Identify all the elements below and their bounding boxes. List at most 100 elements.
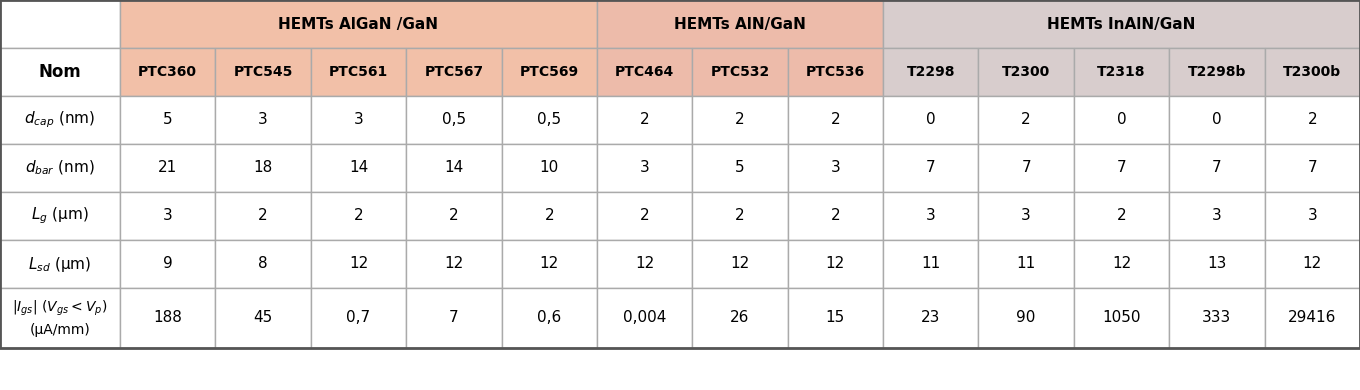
Bar: [883, 0, 1360, 48]
Text: 9: 9: [163, 257, 173, 271]
Bar: [883, 192, 978, 240]
Text: 90: 90: [1016, 310, 1036, 326]
Text: 45: 45: [253, 310, 273, 326]
Bar: [978, 144, 1074, 192]
Bar: [215, 192, 311, 240]
Bar: [0, 48, 120, 96]
Text: $L_{sd}$ (μm): $L_{sd}$ (μm): [29, 255, 91, 273]
Text: 12: 12: [348, 257, 369, 271]
Text: 12: 12: [730, 257, 749, 271]
Text: 0,6: 0,6: [537, 310, 562, 326]
Bar: [692, 144, 787, 192]
Bar: [407, 240, 502, 288]
Bar: [215, 240, 311, 288]
Bar: [502, 288, 597, 348]
Bar: [407, 96, 502, 144]
Text: 2: 2: [831, 209, 840, 223]
Bar: [883, 288, 978, 348]
Text: 12: 12: [540, 257, 559, 271]
Text: 18: 18: [253, 161, 273, 176]
Bar: [1170, 192, 1265, 240]
Bar: [407, 144, 502, 192]
Text: 3: 3: [1307, 209, 1318, 223]
Text: 12: 12: [445, 257, 464, 271]
Bar: [597, 144, 692, 192]
Bar: [407, 288, 502, 348]
Bar: [692, 48, 787, 96]
Text: $L_g$ (μm): $L_g$ (μm): [31, 206, 88, 226]
Text: 333: 333: [1202, 310, 1232, 326]
Bar: [1265, 192, 1360, 240]
Bar: [311, 288, 407, 348]
Bar: [0, 96, 120, 144]
Text: 0: 0: [1212, 112, 1221, 128]
Text: 0,5: 0,5: [537, 112, 562, 128]
Bar: [1170, 144, 1265, 192]
Text: 2: 2: [639, 209, 650, 223]
Text: 2: 2: [258, 209, 268, 223]
Bar: [0, 192, 120, 240]
Bar: [597, 240, 692, 288]
Bar: [311, 96, 407, 144]
Text: 1050: 1050: [1103, 310, 1141, 326]
Bar: [978, 192, 1074, 240]
Bar: [0, 0, 120, 48]
Text: 5: 5: [736, 161, 745, 176]
Text: 2: 2: [354, 209, 363, 223]
Text: 3: 3: [831, 161, 840, 176]
Bar: [1265, 96, 1360, 144]
Text: 7: 7: [1021, 161, 1031, 176]
Bar: [978, 48, 1074, 96]
Text: PTC536: PTC536: [806, 65, 865, 79]
Bar: [787, 96, 883, 144]
Text: 23: 23: [921, 310, 941, 326]
Bar: [1170, 48, 1265, 96]
Text: 13: 13: [1208, 257, 1227, 271]
Bar: [787, 144, 883, 192]
Text: 21: 21: [158, 161, 177, 176]
Bar: [407, 192, 502, 240]
Bar: [1265, 144, 1360, 192]
Text: 3: 3: [926, 209, 936, 223]
Text: 2: 2: [1117, 209, 1126, 223]
Bar: [787, 48, 883, 96]
Bar: [597, 96, 692, 144]
Bar: [1074, 192, 1170, 240]
Text: 7: 7: [449, 310, 458, 326]
Text: 12: 12: [1112, 257, 1132, 271]
Bar: [311, 240, 407, 288]
Bar: [1170, 240, 1265, 288]
Text: PTC567: PTC567: [424, 65, 483, 79]
Bar: [597, 48, 692, 96]
Bar: [1170, 96, 1265, 144]
Text: T2318: T2318: [1098, 65, 1145, 79]
Bar: [120, 192, 215, 240]
Bar: [1074, 288, 1170, 348]
Text: PTC569: PTC569: [520, 65, 579, 79]
Text: 2: 2: [736, 112, 745, 128]
Text: 7: 7: [1307, 161, 1316, 176]
Text: 26: 26: [730, 310, 749, 326]
Text: HEMTs InAlN/GaN: HEMTs InAlN/GaN: [1047, 16, 1195, 32]
Bar: [1170, 288, 1265, 348]
Bar: [120, 288, 215, 348]
Bar: [215, 96, 311, 144]
Bar: [1265, 48, 1360, 96]
Bar: [1074, 48, 1170, 96]
Bar: [215, 48, 311, 96]
Bar: [978, 96, 1074, 144]
Text: 7: 7: [1212, 161, 1221, 176]
Text: $d_{cap}$ (nm): $d_{cap}$ (nm): [24, 110, 95, 130]
Bar: [787, 192, 883, 240]
Bar: [692, 288, 787, 348]
Text: 3: 3: [1021, 209, 1031, 223]
Bar: [215, 288, 311, 348]
Text: 8: 8: [258, 257, 268, 271]
Bar: [883, 240, 978, 288]
Bar: [597, 192, 692, 240]
Bar: [978, 288, 1074, 348]
Text: 2: 2: [1307, 112, 1316, 128]
Text: 15: 15: [826, 310, 845, 326]
Bar: [883, 48, 978, 96]
Text: HEMTs AlGaN /GaN: HEMTs AlGaN /GaN: [279, 16, 438, 32]
